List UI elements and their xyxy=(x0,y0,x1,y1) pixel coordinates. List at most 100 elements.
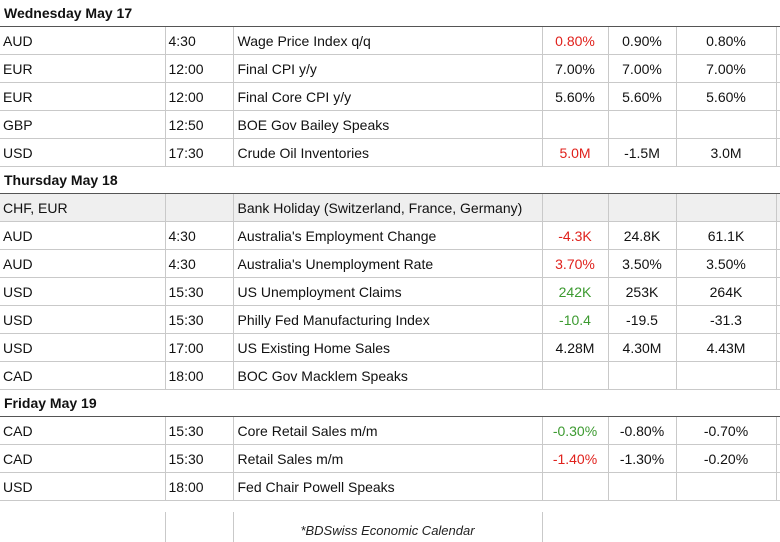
currency-cell: USD xyxy=(0,277,165,306)
time-cell: 15:30 xyxy=(164,277,233,306)
event-cell: Australia's Employment Change xyxy=(232,221,542,250)
currency-cell: AUD xyxy=(0,26,165,55)
currency-cell: CAD xyxy=(0,361,165,390)
row-edge xyxy=(776,82,780,111)
time-cell: 4:30 xyxy=(164,26,233,55)
row-edge xyxy=(776,138,780,167)
day-header-row: Thursday May 18 xyxy=(0,166,780,194)
forecast-cell xyxy=(607,193,676,222)
table-row: USD 17:00 US Existing Home Sales 4.28M 4.30M… xyxy=(0,333,780,362)
column-divider xyxy=(165,512,166,542)
forecast-cell: 5.60% xyxy=(607,82,676,111)
time-cell: 15:30 xyxy=(164,444,233,473)
day-header-row: Wednesday May 17 xyxy=(0,0,780,27)
previous-cell: 4.43M xyxy=(675,333,777,362)
row-edge xyxy=(776,444,780,473)
row-edge xyxy=(776,361,780,390)
table-row: CAD 15:30 Retail Sales m/m -1.40% -1.30% -0.2… xyxy=(0,444,780,473)
row-edge xyxy=(776,221,780,250)
row-edge xyxy=(776,249,780,278)
actual-cell: 7.00% xyxy=(541,54,608,83)
previous-cell xyxy=(675,361,777,390)
currency-cell: CAD xyxy=(0,444,165,473)
column-divider xyxy=(542,512,543,542)
event-cell: Bank Holiday (Switzerland, France, Germa… xyxy=(232,193,542,222)
forecast-cell xyxy=(607,110,676,139)
row-edge xyxy=(776,193,780,222)
previous-cell xyxy=(675,193,777,222)
forecast-cell: 24.8K xyxy=(607,221,676,250)
previous-cell: 3.0M xyxy=(675,138,777,167)
table-row: GBP 12:50 BOE Gov Bailey Speaks xyxy=(0,110,780,139)
forecast-cell xyxy=(607,361,676,390)
forecast-cell: 253K xyxy=(607,277,676,306)
actual-cell: 0.80% xyxy=(541,26,608,55)
event-cell: US Unemployment Claims xyxy=(232,277,542,306)
table-row: AUD 4:30 Australia's Employment Change -4.3… xyxy=(0,221,780,250)
event-cell: Crude Oil Inventories xyxy=(232,138,542,167)
actual-cell: 5.0M xyxy=(541,138,608,167)
forecast-cell xyxy=(607,472,676,501)
time-cell xyxy=(164,193,233,222)
actual-cell: 242K xyxy=(541,277,608,306)
currency-cell: USD xyxy=(0,305,165,334)
event-cell: BOC Gov Macklem Speaks xyxy=(232,361,542,390)
currency-cell: AUD xyxy=(0,249,165,278)
time-cell: 17:00 xyxy=(164,333,233,362)
day-header: Wednesday May 17 xyxy=(0,0,780,27)
table-row: EUR 12:00 Final CPI y/y 7.00% 7.00% 7.00% xyxy=(0,54,780,83)
row-edge xyxy=(776,416,780,445)
previous-cell xyxy=(675,472,777,501)
event-cell: Wage Price Index q/q xyxy=(232,26,542,55)
row-edge xyxy=(776,54,780,83)
table-row: USD 15:30 US Unemployment Claims 242K 253K 26… xyxy=(0,277,780,306)
previous-cell: 0.80% xyxy=(675,26,777,55)
table-row: AUD 4:30 Australia's Unemployment Rate 3.70… xyxy=(0,249,780,278)
currency-cell: EUR xyxy=(0,82,165,111)
previous-cell: 3.50% xyxy=(675,249,777,278)
actual-cell: 5.60% xyxy=(541,82,608,111)
actual-cell xyxy=(541,193,608,222)
event-cell: Final Core CPI y/y xyxy=(232,82,542,111)
forecast-cell: 7.00% xyxy=(607,54,676,83)
actual-cell: -1.40% xyxy=(541,444,608,473)
day-header-row: Friday May 19 xyxy=(0,389,780,417)
time-cell: 15:30 xyxy=(164,416,233,445)
table-row: CHF, EUR Bank Holiday (Switzerland, Franc… xyxy=(0,193,780,222)
currency-cell: USD xyxy=(0,333,165,362)
row-edge xyxy=(776,277,780,306)
table-row: CAD 15:30 Core Retail Sales m/m -0.30% -0.80… xyxy=(0,416,780,445)
actual-cell: -0.30% xyxy=(541,416,608,445)
event-cell: Australia's Unemployment Rate xyxy=(232,249,542,278)
currency-cell: AUD xyxy=(0,221,165,250)
forecast-cell: -0.80% xyxy=(607,416,676,445)
row-edge xyxy=(776,333,780,362)
source-note: *BDSwiss Economic Calendar xyxy=(300,523,475,538)
previous-cell: 5.60% xyxy=(675,82,777,111)
day-header: Friday May 19 xyxy=(0,389,780,417)
time-cell: 4:30 xyxy=(164,221,233,250)
row-edge xyxy=(776,305,780,334)
time-cell: 18:00 xyxy=(164,472,233,501)
table-row: USD 17:30 Crude Oil Inventories 5.0M -1.5M 3.… xyxy=(0,138,780,167)
forecast-cell: -19.5 xyxy=(607,305,676,334)
table-row: USD 15:30 Philly Fed Manufacturing Index -1… xyxy=(0,305,780,334)
footer: *BDSwiss Economic Calendar xyxy=(0,512,780,542)
event-cell: BOE Gov Bailey Speaks xyxy=(232,110,542,139)
currency-cell: USD xyxy=(0,138,165,167)
row-edge xyxy=(776,26,780,55)
time-cell: 12:00 xyxy=(164,54,233,83)
previous-cell: 264K xyxy=(675,277,777,306)
event-cell: Fed Chair Powell Speaks xyxy=(232,472,542,501)
actual-cell: 4.28M xyxy=(541,333,608,362)
actual-cell: 3.70% xyxy=(541,249,608,278)
time-cell: 12:00 xyxy=(164,82,233,111)
currency-cell: EUR xyxy=(0,54,165,83)
currency-cell: CAD xyxy=(0,416,165,445)
previous-cell: -0.70% xyxy=(675,416,777,445)
previous-cell: 7.00% xyxy=(675,54,777,83)
time-cell: 17:30 xyxy=(164,138,233,167)
currency-cell: CHF, EUR xyxy=(0,193,165,222)
forecast-cell: -1.30% xyxy=(607,444,676,473)
event-cell: Retail Sales m/m xyxy=(232,444,542,473)
